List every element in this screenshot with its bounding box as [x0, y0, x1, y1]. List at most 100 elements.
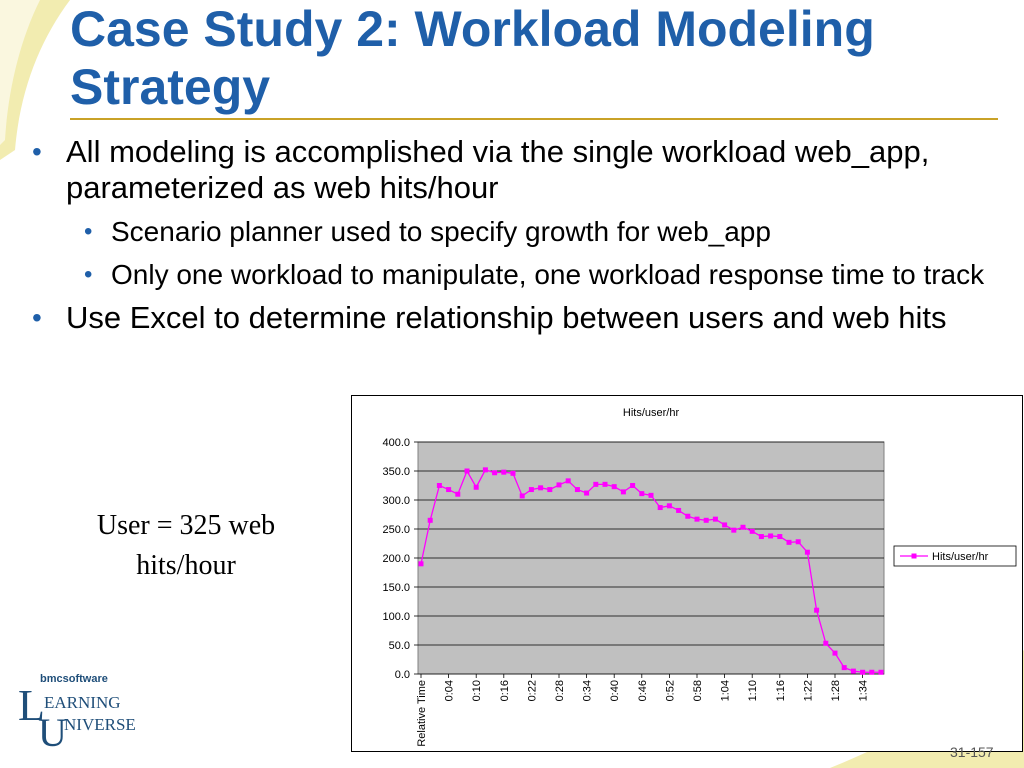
bullet-text: Scenario planner used to specify growth …	[111, 216, 771, 247]
data-point	[722, 522, 728, 528]
bullet-glyph: •	[32, 302, 42, 333]
data-point	[712, 516, 718, 522]
data-point	[703, 517, 709, 523]
data-point	[547, 487, 553, 493]
data-point	[538, 485, 544, 491]
data-point	[666, 503, 672, 509]
sub-bullet-item-2: • Only one workload to manipulate, one w…	[24, 257, 994, 292]
data-point	[685, 513, 691, 519]
data-point	[795, 539, 801, 545]
data-point	[519, 493, 525, 499]
x-tick-label: 0:22	[526, 680, 538, 701]
x-tick-label: 1:04	[720, 680, 732, 701]
data-point	[418, 561, 424, 567]
bullet-text: All modeling is accomplished via the sin…	[66, 134, 930, 205]
data-point	[482, 467, 488, 473]
logo-learning-text: EARNING	[44, 693, 121, 712]
data-point	[850, 668, 856, 674]
x-tick-label: 0:10	[471, 680, 483, 701]
x-tick-label: 1:28	[830, 680, 842, 701]
bullet-text: Only one workload to manipulate, one wor…	[111, 259, 985, 290]
chart-title: Hits/user/hr	[623, 407, 680, 419]
bullet-item-2: • Use Excel to determine relationship be…	[24, 300, 994, 336]
x-tick-label: 1:10	[747, 680, 759, 701]
x-tick-label: 0:16	[499, 680, 511, 701]
data-point	[878, 669, 884, 675]
swoosh-top-left-inner	[0, 0, 40, 145]
data-point	[593, 481, 599, 487]
user-hits-note: User = 325 web hits/hour	[96, 510, 276, 581]
data-point	[492, 470, 498, 476]
data-point	[436, 483, 442, 488]
data-point	[501, 469, 507, 475]
data-point	[639, 491, 645, 497]
slide-title: Case Study 2: Workload Modeling Strategy	[70, 1, 875, 115]
data-point	[676, 507, 682, 513]
x-tick-label: 1:16	[775, 680, 787, 701]
data-point	[556, 482, 562, 488]
data-point	[749, 528, 755, 534]
x-tick-label: 0:46	[637, 680, 649, 701]
y-tick-label: 350.0	[382, 466, 410, 478]
data-point	[841, 665, 847, 671]
x-tick-label: 0:52	[664, 680, 676, 701]
y-tick-label: 300.0	[382, 495, 410, 507]
data-point	[510, 470, 516, 476]
data-point	[768, 533, 774, 539]
data-point	[630, 483, 636, 488]
x-tick-label: 1:22	[802, 680, 814, 701]
data-point	[584, 490, 590, 496]
data-point	[740, 524, 746, 530]
y-tick-label: 100.0	[382, 611, 410, 623]
logo-letter-l: L	[18, 681, 45, 730]
title-underline	[70, 118, 998, 120]
y-tick-label: 400.0	[382, 437, 410, 449]
data-point	[657, 505, 663, 511]
data-point	[574, 487, 580, 493]
legend-label: Hits/user/hr	[932, 551, 989, 563]
x-tick-label: 0:58	[692, 680, 704, 701]
data-point	[758, 534, 764, 540]
learning-universe-logo: bmcsoftware L U EARNING NIVERSE	[18, 672, 168, 755]
bullet-list: • All modeling is accomplished via the s…	[24, 134, 994, 340]
legend-marker	[911, 553, 917, 559]
logo-universe-text: NIVERSE	[64, 715, 136, 734]
x-tick-label: 0:34	[582, 680, 594, 701]
data-point	[860, 669, 866, 675]
data-point	[620, 489, 626, 495]
data-point	[786, 539, 792, 545]
hits-per-user-chart: Hits/user/hr 0.0 50.0 100.0 150.0 200.0 250.0 3…	[351, 395, 1023, 752]
data-point	[455, 491, 461, 497]
x-tick-label: 0:28	[554, 680, 566, 701]
y-tick-label: 0.0	[395, 669, 410, 681]
data-point	[869, 669, 875, 675]
bullet-text: Use Excel to determine relationship betw…	[66, 300, 947, 335]
data-point	[565, 478, 571, 484]
bullet-glyph: •	[32, 136, 42, 167]
y-tick-label: 150.0	[382, 582, 410, 594]
y-tick-label: 50.0	[389, 640, 410, 652]
page-number: 31-157	[950, 744, 994, 760]
logo-bmc-text: bmcsoftware	[40, 673, 108, 685]
data-point	[427, 517, 433, 523]
data-point	[611, 484, 617, 490]
x-tick-label: 0:40	[609, 680, 621, 701]
x-tick-label: Relative Time	[416, 680, 428, 747]
data-point	[602, 481, 608, 487]
data-point	[804, 549, 810, 555]
x-tick-label: 1:34	[858, 680, 870, 701]
bullet-item-1: • All modeling is accomplished via the s…	[24, 134, 994, 206]
x-tick-label: 0:04	[444, 680, 456, 701]
y-tick-label: 200.0	[382, 553, 410, 565]
data-point	[528, 487, 534, 493]
data-point	[814, 607, 820, 613]
data-point	[731, 527, 737, 533]
logo-svg: bmcsoftware L U EARNING NIVERSE	[18, 673, 136, 755]
data-point	[694, 516, 700, 522]
data-point	[473, 484, 479, 490]
sub-bullet-item-1: • Scenario planner used to specify growt…	[24, 214, 994, 249]
data-point	[446, 487, 452, 493]
bullet-glyph: •	[84, 261, 93, 288]
data-point	[777, 534, 783, 540]
chart-svg: Hits/user/hr 0.0 50.0 100.0 150.0 200.0 250.0 3…	[382, 407, 1017, 747]
